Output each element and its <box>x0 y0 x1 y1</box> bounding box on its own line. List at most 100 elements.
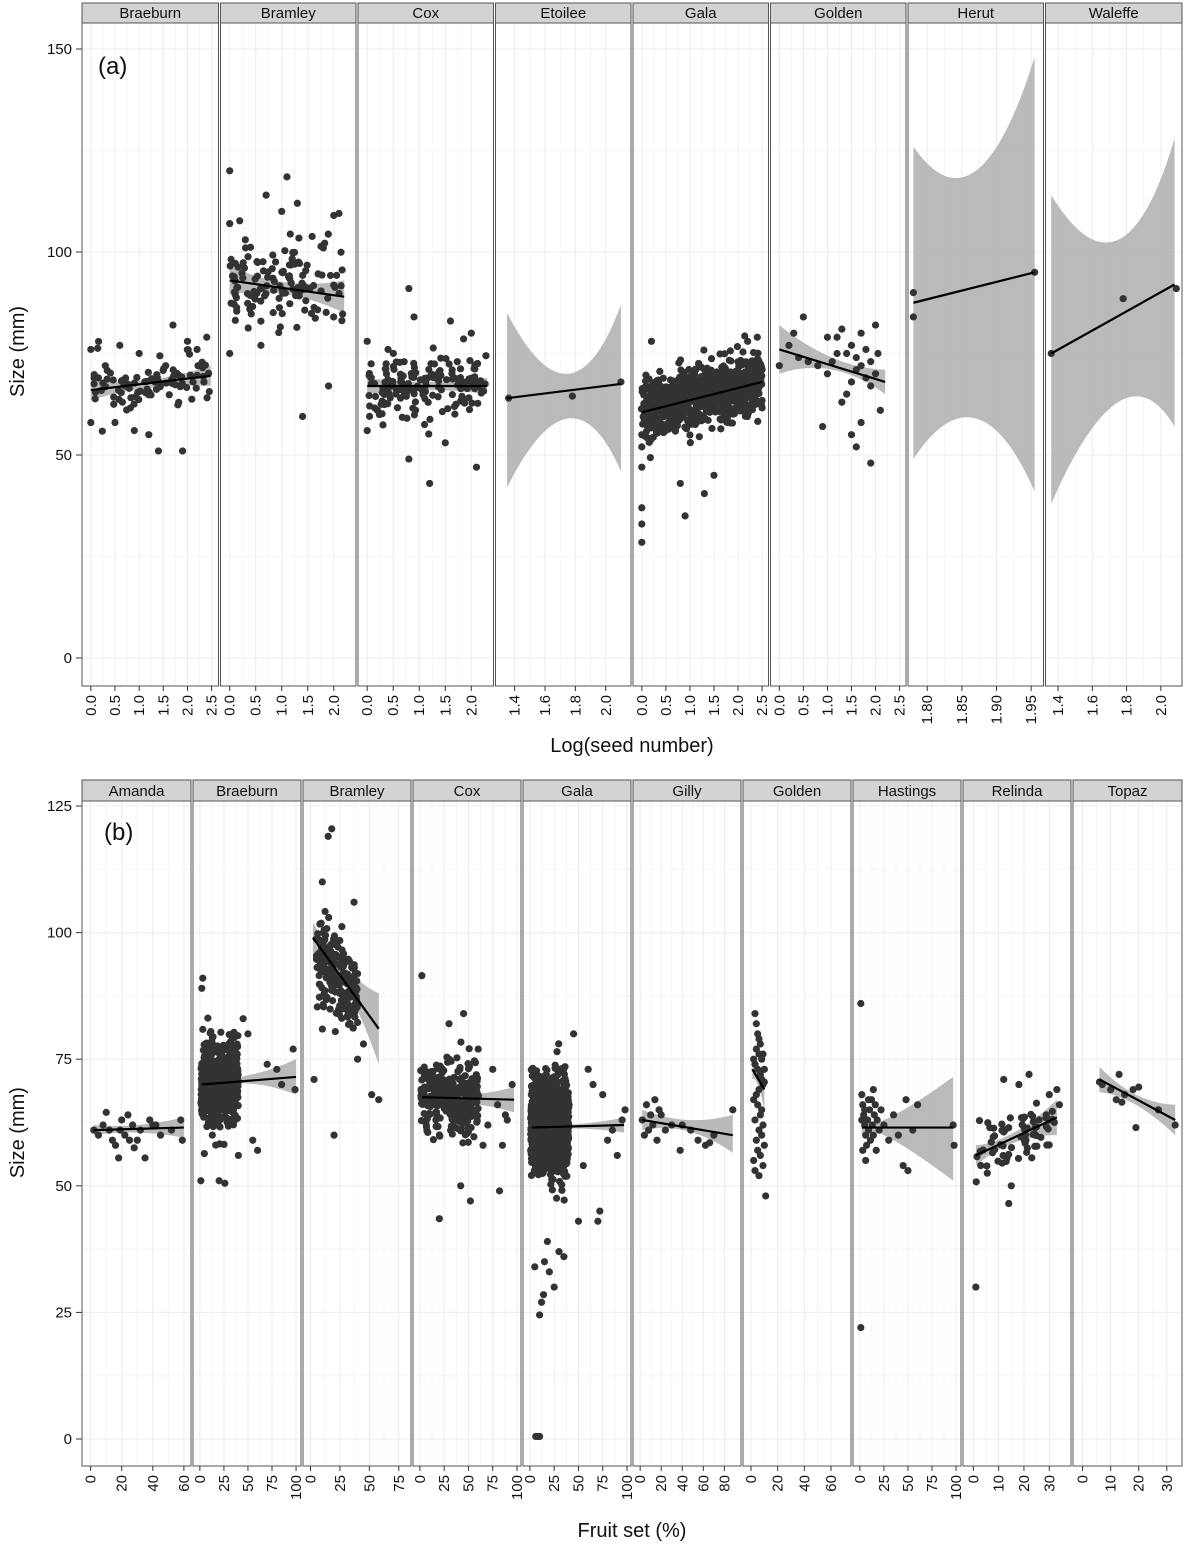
data-point <box>198 1095 206 1104</box>
data-point <box>321 987 329 995</box>
data-point <box>310 1075 318 1084</box>
data-point <box>482 352 490 360</box>
x-tick-label: 1.5 <box>843 695 860 716</box>
data-point <box>438 408 446 416</box>
data-point <box>459 397 468 405</box>
data-point <box>121 1131 129 1139</box>
data-point <box>570 1030 578 1038</box>
confidence-band <box>861 1076 954 1181</box>
data-point <box>124 1111 132 1119</box>
data-point <box>165 391 173 399</box>
data-point <box>111 418 119 427</box>
data-point <box>229 1081 237 1090</box>
data-point <box>885 1136 893 1144</box>
data-point <box>874 349 882 358</box>
data-point <box>676 1146 684 1154</box>
data-point <box>1112 1096 1120 1104</box>
data-point <box>493 1101 502 1109</box>
data-point <box>324 230 332 238</box>
data-point <box>750 1096 758 1104</box>
data-point <box>675 359 683 367</box>
data-point <box>472 1071 480 1079</box>
data-point <box>420 1063 428 1071</box>
data-point <box>474 399 482 407</box>
data-point <box>417 1117 426 1125</box>
fit-line <box>311 937 380 1030</box>
data-point <box>145 431 153 439</box>
data-point <box>847 378 856 386</box>
x-tick-label: 40 <box>145 1475 162 1492</box>
data-point <box>231 288 239 296</box>
data-point <box>579 1161 587 1170</box>
data-point <box>1045 1091 1053 1099</box>
x-tick-label: 0.5 <box>795 695 812 716</box>
data-point <box>541 1071 549 1079</box>
data-point <box>466 1197 474 1205</box>
data-point <box>338 946 346 954</box>
data-point <box>111 1141 120 1149</box>
data-point <box>1007 1143 1016 1152</box>
data-point <box>684 418 692 426</box>
x-tick-label: 100 <box>509 1475 526 1500</box>
data-point <box>257 297 265 305</box>
data-point <box>876 406 884 414</box>
data-point <box>179 447 187 455</box>
data-point <box>862 1156 870 1165</box>
facet-hastings: Hastings 0 25 50 75 100 <box>852 779 965 1500</box>
data-point <box>752 1136 760 1144</box>
facet-border <box>357 22 494 687</box>
data-point <box>909 313 917 321</box>
data-point <box>464 1065 473 1073</box>
data-point <box>532 1163 540 1171</box>
data-point <box>436 1114 444 1122</box>
data-point <box>348 963 356 971</box>
data-point <box>216 1116 225 1124</box>
data-point <box>547 1168 556 1177</box>
x-tick-label: 50 <box>460 1475 477 1492</box>
data-point <box>136 1126 144 1134</box>
data-point <box>331 981 339 989</box>
data-point <box>319 1000 327 1009</box>
x-tick-label: 0.0 <box>222 695 239 716</box>
facet-strip-label: Hastings <box>878 783 936 800</box>
data-point <box>596 1207 604 1215</box>
data-point <box>550 1083 558 1092</box>
data-point <box>211 1091 219 1099</box>
confidence-band <box>507 304 621 488</box>
data-point <box>269 251 277 259</box>
data-point <box>553 1048 561 1056</box>
confidence-band <box>201 1059 297 1095</box>
data-point <box>1029 1118 1037 1126</box>
data-point <box>468 374 477 382</box>
data-point <box>152 1121 160 1129</box>
data-point <box>717 425 725 433</box>
data-point <box>441 439 449 447</box>
data-point <box>1029 1130 1037 1139</box>
facet-etoilee: Etoilee 1.4 1.6 1.8 2.0 <box>495 2 632 716</box>
x-tick-label: 1.95 <box>1023 695 1040 724</box>
data-point <box>653 377 661 385</box>
data-point <box>373 406 382 414</box>
x-tick-label: 1.6 <box>1084 695 1101 716</box>
facet-border <box>962 800 1072 1467</box>
data-point <box>682 425 691 433</box>
data-point <box>536 1085 544 1093</box>
data-point <box>389 349 397 358</box>
data-point <box>289 1045 297 1053</box>
x-tick-label: 0.0 <box>634 695 651 716</box>
data-point <box>743 372 751 380</box>
fit-line <box>229 279 345 298</box>
data-point <box>396 394 405 402</box>
data-point <box>411 398 420 406</box>
data-point <box>144 368 152 376</box>
data-point <box>1048 1107 1056 1115</box>
data-point <box>199 974 207 982</box>
data-point <box>1115 1070 1123 1078</box>
data-point <box>326 1005 334 1013</box>
fit-line <box>641 380 763 414</box>
data-point <box>435 1215 443 1223</box>
data-point <box>1172 284 1180 293</box>
data-point <box>339 310 347 318</box>
data-point <box>177 1116 185 1124</box>
data-point <box>192 384 200 392</box>
